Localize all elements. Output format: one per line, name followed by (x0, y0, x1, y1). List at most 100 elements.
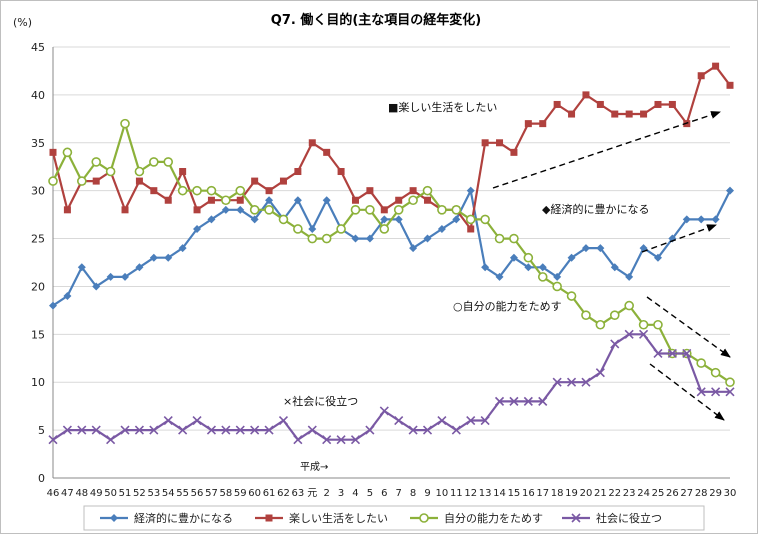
legend-item-1: 楽しい生活をしたい (255, 511, 388, 525)
x-tick-label: 25 (652, 488, 665, 499)
data-point (149, 253, 158, 262)
series-group (48, 62, 735, 445)
data-point (639, 329, 649, 339)
data-point (423, 234, 432, 243)
data-point (653, 319, 663, 330)
data-point (250, 425, 260, 435)
data-point (236, 205, 245, 214)
x-tick-label: 19 (565, 488, 578, 499)
x-tick-label: 21 (594, 488, 607, 499)
x-tick-label: 4 (352, 488, 358, 499)
x-tick-label: 29 (709, 488, 722, 499)
axes (52, 47, 730, 479)
data-point (653, 253, 662, 262)
y-tick-label: 10 (31, 376, 45, 389)
data-point (408, 195, 418, 206)
data-point (63, 206, 71, 214)
x-tick-label: 14 (493, 488, 506, 499)
data-point (494, 233, 505, 244)
trend-arrow-ability (646, 296, 731, 358)
data-point (393, 205, 404, 215)
data-point (611, 110, 619, 118)
data-point (336, 224, 346, 234)
data-point (322, 435, 332, 445)
data-point (365, 425, 375, 435)
data-point (509, 253, 518, 262)
data-point (121, 206, 129, 214)
x-tick-label: 51 (119, 488, 132, 499)
data-point (307, 425, 317, 435)
data-point (466, 415, 476, 426)
data-point (192, 415, 202, 426)
data-point (481, 139, 489, 147)
data-point (726, 186, 734, 195)
data-point (437, 415, 447, 426)
trend-arrow-society (649, 363, 725, 421)
data-point (437, 205, 447, 215)
series-2 (48, 118, 735, 388)
data-point (91, 157, 102, 167)
data-point (322, 196, 331, 205)
data-point (235, 185, 246, 196)
legend-label: 楽しい生活をしたい (289, 511, 388, 525)
x-tick-label: 63 (292, 488, 305, 499)
x-tick-label: 15 (508, 488, 521, 499)
y-tick-label: 40 (31, 89, 45, 102)
x-tick-label: 13 (479, 488, 492, 499)
data-point (265, 514, 273, 522)
data-point (654, 100, 662, 108)
data-point (466, 186, 475, 195)
data-point (567, 253, 576, 262)
data-point (135, 263, 144, 272)
data-point (192, 185, 202, 196)
data-point (524, 120, 532, 128)
data-point (710, 367, 721, 378)
data-point (249, 205, 260, 215)
data-point (264, 425, 274, 435)
data-point (178, 244, 187, 253)
data-point (250, 215, 259, 224)
series-3 (48, 329, 735, 445)
data-point (63, 292, 72, 301)
data-point (696, 358, 706, 368)
x-tick-label: 57 (205, 488, 218, 499)
annotation-rich: ◆経済的に豊かになる (542, 202, 649, 216)
x-tick-label: 18 (551, 488, 564, 499)
data-point (120, 118, 130, 129)
annotation-ability: ○自分の能力をためす (453, 299, 562, 313)
trend-arrows (492, 111, 731, 421)
data-point (278, 214, 289, 225)
data-point (523, 396, 533, 406)
data-point (308, 139, 316, 147)
annotation-fun: ■楽しい生活をしたい (388, 100, 497, 114)
data-point (308, 224, 317, 233)
data-point (697, 72, 705, 80)
legend-item-0: 経済的に豊かになる (100, 511, 233, 525)
data-point (193, 224, 202, 233)
data-point (323, 148, 331, 156)
data-point (49, 148, 57, 156)
data-point (465, 214, 476, 225)
data-point (510, 148, 518, 156)
data-point (610, 263, 619, 272)
legend-item-2: 自分の能力をためす (410, 511, 543, 525)
trend-arrow-rich (641, 224, 717, 253)
data-point (294, 168, 302, 176)
data-point (422, 425, 433, 435)
data-point (395, 196, 403, 204)
data-point (566, 291, 577, 301)
x-tick-label: 52 (133, 488, 146, 499)
x-tick-label: 61 (263, 488, 276, 499)
data-point (696, 387, 706, 397)
x-tick-label: 17 (536, 488, 549, 499)
data-point (394, 415, 404, 426)
data-point (424, 196, 432, 204)
data-point (725, 377, 735, 388)
data-point (422, 185, 433, 196)
y-tick-label: 35 (31, 137, 45, 150)
gridlines (53, 46, 730, 431)
x-tick-label: 48 (75, 488, 88, 499)
data-point (480, 214, 490, 225)
